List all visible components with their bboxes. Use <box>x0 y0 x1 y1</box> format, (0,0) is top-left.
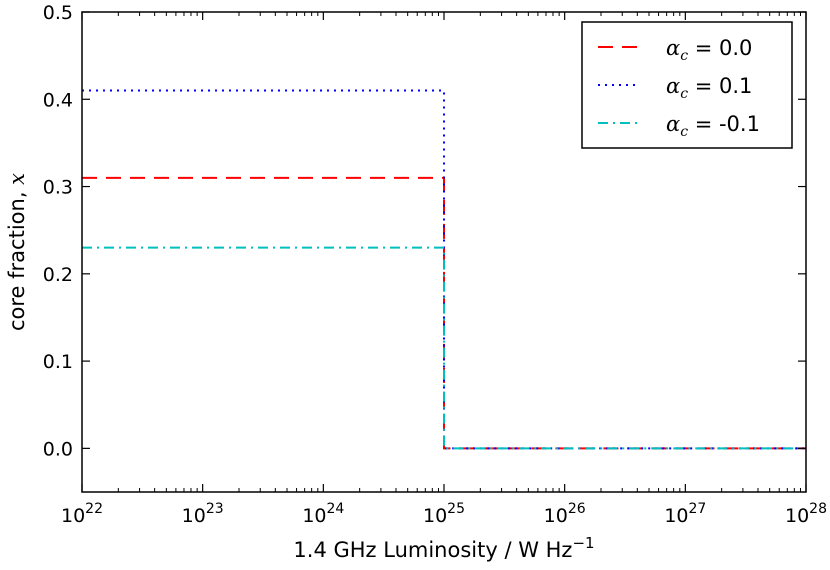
x-tick-label-2: 1024 <box>302 501 344 527</box>
y-tick-label-1: 0.1 <box>43 351 73 373</box>
x-tick-label-3: 1025 <box>423 501 465 527</box>
x-tick-label-5: 1027 <box>664 501 706 527</box>
legend-label-0: αc = 0.0 <box>666 36 752 64</box>
y-tick-label-3: 0.3 <box>43 177 73 199</box>
y-tick-label-5: 0.5 <box>43 2 73 24</box>
legend-box <box>581 21 793 149</box>
y-tick-label-2: 0.2 <box>43 264 73 286</box>
x-tick-label-6: 1028 <box>785 501 827 527</box>
x-axis-label: 1.4 GHz Luminosity / W Hz−1 <box>293 534 594 562</box>
y-axis-label: core fraction, x <box>5 173 29 331</box>
series-line-0 <box>82 176 806 450</box>
y-tick-label-0: 0.0 <box>43 438 73 460</box>
legend-label-2: αc = -0.1 <box>666 112 760 140</box>
x-tick-label-4: 1026 <box>544 501 586 527</box>
legend-label-1: αc = 0.1 <box>666 74 752 102</box>
x-tick-label-0: 1022 <box>61 501 103 527</box>
y-tick-label-4: 0.4 <box>43 89 73 111</box>
series-line-2 <box>82 246 806 450</box>
x-tick-label-1: 1023 <box>182 501 224 527</box>
